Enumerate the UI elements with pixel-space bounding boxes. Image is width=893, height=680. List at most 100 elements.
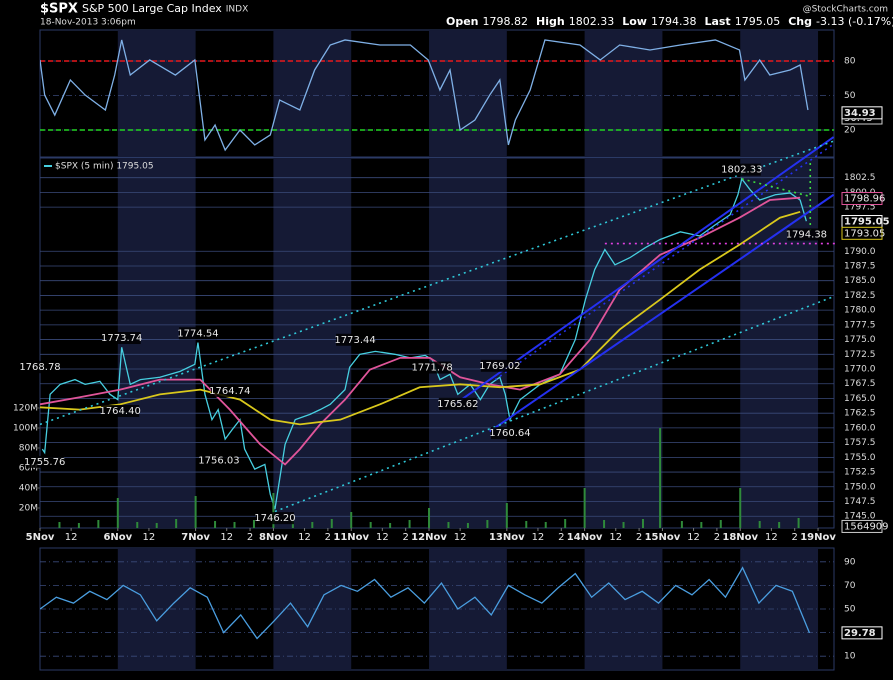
- y-tick-label: 1745.0: [844, 512, 876, 522]
- y-tick-label: 1752.5: [844, 468, 876, 478]
- day-band: [117, 30, 196, 157]
- plot-area: [40, 548, 834, 670]
- day-band: [273, 548, 352, 670]
- annotation: 1773.74: [101, 333, 142, 344]
- volume-bar: [739, 488, 742, 528]
- y-tick-label: 20: [844, 126, 856, 136]
- annotation-bg: [722, 163, 761, 176]
- annotation-bg: [490, 427, 529, 440]
- value-box: [841, 192, 883, 206]
- header-text: 1795.05: [735, 15, 781, 28]
- y-tick-label: 1775.0: [844, 335, 876, 345]
- annotation: 1771.78: [411, 363, 452, 374]
- y-tick-label: 50: [844, 91, 856, 101]
- volume-bar: [252, 520, 255, 528]
- annotation-bg: [178, 327, 217, 340]
- y2-tick-label: 60M: [19, 464, 38, 474]
- plot-area: [40, 30, 834, 157]
- day-band: [429, 548, 507, 670]
- x-tick-label: 12: [65, 532, 78, 543]
- x-tick-label: 12: [298, 532, 311, 543]
- x-tick-label: 18Nov: [722, 532, 758, 543]
- y-tick-label: 90: [844, 557, 856, 567]
- x-tick-label: 5Nov: [26, 532, 55, 543]
- value-box-label: 29.78: [844, 628, 876, 639]
- y-tick-label: 1767.5: [844, 379, 876, 389]
- volume-bar: [330, 519, 333, 528]
- day-band: [740, 548, 819, 670]
- x-tick-label: 6Nov: [103, 532, 132, 543]
- trend-line: [489, 193, 835, 433]
- x-tick-label: 12: [376, 532, 389, 543]
- x-tick-label: 2: [636, 532, 642, 543]
- y-tick-label: 1785.0: [844, 276, 876, 286]
- x-tick-label: 2: [558, 532, 564, 543]
- volume-bar: [116, 498, 119, 528]
- value-box-label: 34.93: [844, 108, 876, 119]
- y-tick-label: 50: [844, 605, 856, 615]
- volume-bar: [603, 520, 606, 528]
- value-box-label: 1564909: [844, 521, 889, 532]
- header: $SPX S&P 500 Large Cap Index INDX 18-Nov-20…: [40, 2, 893, 29]
- annotation-bg: [480, 359, 519, 372]
- y-tick-label: 1765.0: [844, 394, 876, 404]
- day-band: [584, 158, 663, 528]
- volume-bar: [77, 523, 80, 528]
- annotation: 1756.03: [198, 455, 239, 466]
- x-tick-label: 12Nov: [411, 532, 447, 543]
- volume-bar: [659, 428, 662, 528]
- trend-line: [494, 143, 835, 381]
- annotation-bg: [413, 361, 452, 374]
- annotation-bg: [101, 404, 140, 417]
- volume-bar: [466, 523, 469, 528]
- x-tick-label: 12: [143, 532, 156, 543]
- volume-bar: [350, 512, 353, 528]
- x-tick-label: 2: [325, 532, 331, 543]
- volume-bar: [428, 508, 431, 528]
- annotation: 1769.02: [479, 361, 520, 372]
- y-tick-label: 1755.0: [844, 453, 876, 463]
- y-tick-label: 1802.5: [844, 173, 876, 183]
- x-tick-label: 15Nov: [645, 532, 681, 543]
- x-tick-label: 13Nov: [489, 532, 525, 543]
- header-text: 1802.33: [569, 15, 615, 28]
- credit: @StockCharts.com: [803, 5, 888, 15]
- volume-bar: [155, 523, 158, 528]
- y-tick-label: 1780.0: [844, 306, 876, 316]
- y2-tick-label: 20M: [19, 504, 38, 514]
- annotation: 1760.64: [489, 428, 530, 439]
- volume-bar: [641, 519, 644, 528]
- volume-bar: [564, 519, 567, 528]
- annotation-bg: [210, 384, 249, 397]
- volume-bar: [291, 521, 294, 528]
- volume-bar: [369, 522, 372, 528]
- value-box-label: 1798.96: [844, 194, 885, 205]
- volume-bar: [194, 496, 197, 528]
- day-band: [117, 548, 196, 670]
- annotation-bg: [199, 454, 238, 467]
- x-tick-label: 7Nov: [181, 532, 210, 543]
- annotation-bg: [102, 332, 141, 345]
- volume-bar: [214, 521, 217, 528]
- x-tick-label: 19Nov: [800, 532, 836, 543]
- volume-bar: [525, 521, 528, 528]
- y-tick-label: 10: [844, 652, 856, 662]
- y2-tick-label: 80M: [19, 444, 38, 454]
- header-text: INDX: [226, 5, 248, 15]
- header-text: 1794.38: [651, 15, 697, 28]
- y-tick-label: 1790.0: [844, 247, 876, 257]
- volume-bar: [544, 522, 547, 528]
- volume-bar: [778, 522, 781, 528]
- y-tick-label: 1762.5: [844, 409, 876, 419]
- series-line: [41, 177, 807, 510]
- day-band: [740, 158, 819, 528]
- header-text: Last: [704, 15, 730, 28]
- x-tick-label: 2: [247, 532, 253, 543]
- x-tick-label: 12: [220, 532, 233, 543]
- annotation: 1755.76: [24, 457, 65, 468]
- volume-bar: [408, 520, 411, 528]
- y2-tick-label: 40M: [19, 484, 38, 494]
- header-text: S&P 500 Large Cap Index: [82, 2, 222, 15]
- annotation-bg: [255, 512, 294, 525]
